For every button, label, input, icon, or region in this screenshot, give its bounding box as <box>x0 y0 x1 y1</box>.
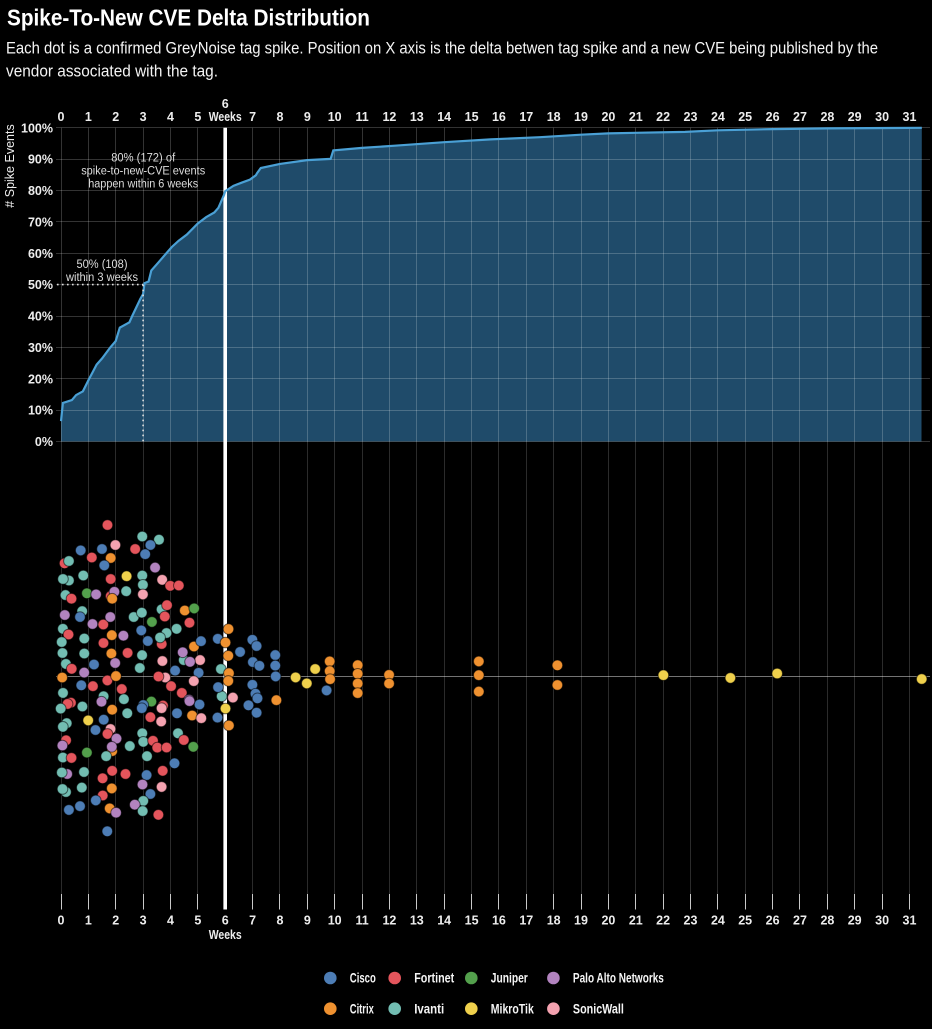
svg-text:20%: 20% <box>28 372 53 386</box>
svg-text:1: 1 <box>85 914 92 928</box>
svg-text:Ivanti: Ivanti <box>414 1001 444 1016</box>
svg-text:18: 18 <box>547 110 561 124</box>
svg-text:2: 2 <box>112 110 119 124</box>
svg-text:21: 21 <box>629 914 643 928</box>
svg-text:19: 19 <box>574 914 588 928</box>
svg-text:Palo Alto Networks: Palo Alto Networks <box>573 971 664 986</box>
svg-text:5: 5 <box>194 110 201 124</box>
svg-text:23: 23 <box>684 914 698 928</box>
svg-text:40%: 40% <box>28 310 53 324</box>
svg-text:25: 25 <box>738 110 752 124</box>
svg-text:# Spike Events: # Spike Events <box>3 124 17 207</box>
svg-text:80% (172) of: 80% (172) of <box>111 152 176 164</box>
svg-text:26: 26 <box>766 914 780 928</box>
svg-text:13: 13 <box>410 914 424 928</box>
svg-text:13: 13 <box>410 110 424 124</box>
svg-text:7: 7 <box>249 110 256 124</box>
svg-text:10: 10 <box>328 914 342 928</box>
svg-text:happen within 6 weeks: happen within 6 weeks <box>88 178 198 190</box>
svg-text:Cisco: Cisco <box>350 971 376 986</box>
svg-text:6: 6 <box>222 914 229 928</box>
svg-text:11: 11 <box>355 110 368 124</box>
svg-text:50% (108): 50% (108) <box>77 259 128 271</box>
svg-text:20: 20 <box>601 914 615 928</box>
svg-text:3: 3 <box>140 110 147 124</box>
svg-text:10%: 10% <box>28 404 53 418</box>
svg-text:5: 5 <box>194 914 201 928</box>
svg-text:within 3 weeks: within 3 weeks <box>65 272 138 284</box>
svg-text:Spike-To-New CVE Delta Distrib: Spike-To-New CVE Delta Distribution <box>7 5 370 31</box>
svg-text:9: 9 <box>304 110 311 124</box>
svg-text:14: 14 <box>437 110 451 124</box>
svg-text:SonicWall: SonicWall <box>573 1001 624 1016</box>
svg-text:31: 31 <box>903 914 917 928</box>
svg-text:8: 8 <box>277 110 284 124</box>
svg-text:28: 28 <box>820 110 834 124</box>
svg-text:0: 0 <box>58 110 65 124</box>
svg-text:8: 8 <box>277 914 284 928</box>
svg-text:30%: 30% <box>28 341 53 355</box>
svg-text:29: 29 <box>848 110 862 124</box>
svg-text:25: 25 <box>738 914 752 928</box>
svg-text:18: 18 <box>547 914 561 928</box>
svg-text:0: 0 <box>58 914 65 928</box>
svg-text:MikroTik: MikroTik <box>491 1001 534 1016</box>
svg-text:19: 19 <box>574 110 588 124</box>
svg-text:14: 14 <box>437 914 451 928</box>
svg-text:15: 15 <box>465 914 479 928</box>
svg-text:100%: 100% <box>21 121 53 135</box>
svg-text:Citrix: Citrix <box>350 1001 374 1016</box>
svg-text:80%: 80% <box>28 184 53 198</box>
svg-text:31: 31 <box>903 110 917 124</box>
svg-text:12: 12 <box>382 914 396 928</box>
svg-text:7: 7 <box>249 914 256 928</box>
svg-text:30: 30 <box>875 914 889 928</box>
svg-text:22: 22 <box>656 914 670 928</box>
svg-text:90%: 90% <box>28 153 53 167</box>
svg-text:11: 11 <box>355 914 368 928</box>
svg-text:60%: 60% <box>28 247 53 261</box>
svg-text:29: 29 <box>848 914 862 928</box>
svg-text:Fortinet: Fortinet <box>414 971 454 986</box>
svg-text:24: 24 <box>711 914 725 928</box>
svg-text:23: 23 <box>684 110 698 124</box>
svg-text:6: 6 <box>222 97 229 111</box>
svg-text:24: 24 <box>711 110 725 124</box>
svg-text:Weeks: Weeks <box>209 110 242 124</box>
svg-text:spike-to-new-CVE events: spike-to-new-CVE events <box>81 165 205 177</box>
svg-text:2: 2 <box>112 914 119 928</box>
svg-text:17: 17 <box>519 110 533 124</box>
svg-text:22: 22 <box>656 110 670 124</box>
svg-text:50%: 50% <box>28 278 53 292</box>
svg-text:20: 20 <box>601 110 615 124</box>
svg-text:16: 16 <box>492 914 506 928</box>
svg-text:15: 15 <box>465 110 479 124</box>
svg-text:4: 4 <box>167 110 174 124</box>
svg-text:26: 26 <box>766 110 780 124</box>
svg-text:4: 4 <box>167 914 174 928</box>
svg-text:vendor associated with the tag: vendor associated with the tag. <box>6 63 218 81</box>
svg-text:Juniper: Juniper <box>491 971 529 986</box>
svg-text:27: 27 <box>793 914 807 928</box>
svg-text:0%: 0% <box>35 435 53 449</box>
svg-text:28: 28 <box>820 914 834 928</box>
svg-text:70%: 70% <box>28 215 53 229</box>
svg-text:16: 16 <box>492 110 506 124</box>
svg-text:3: 3 <box>140 914 147 928</box>
svg-text:Weeks: Weeks <box>209 928 242 942</box>
svg-text:12: 12 <box>382 110 396 124</box>
svg-text:1: 1 <box>85 110 92 124</box>
svg-text:17: 17 <box>519 914 533 928</box>
svg-text:21: 21 <box>629 110 643 124</box>
svg-text:Each dot is a confirmed GreyNo: Each dot is a confirmed GreyNoise tag sp… <box>6 40 878 58</box>
svg-text:10: 10 <box>328 110 342 124</box>
svg-text:27: 27 <box>793 110 807 124</box>
svg-text:9: 9 <box>304 914 311 928</box>
svg-text:30: 30 <box>875 110 889 124</box>
